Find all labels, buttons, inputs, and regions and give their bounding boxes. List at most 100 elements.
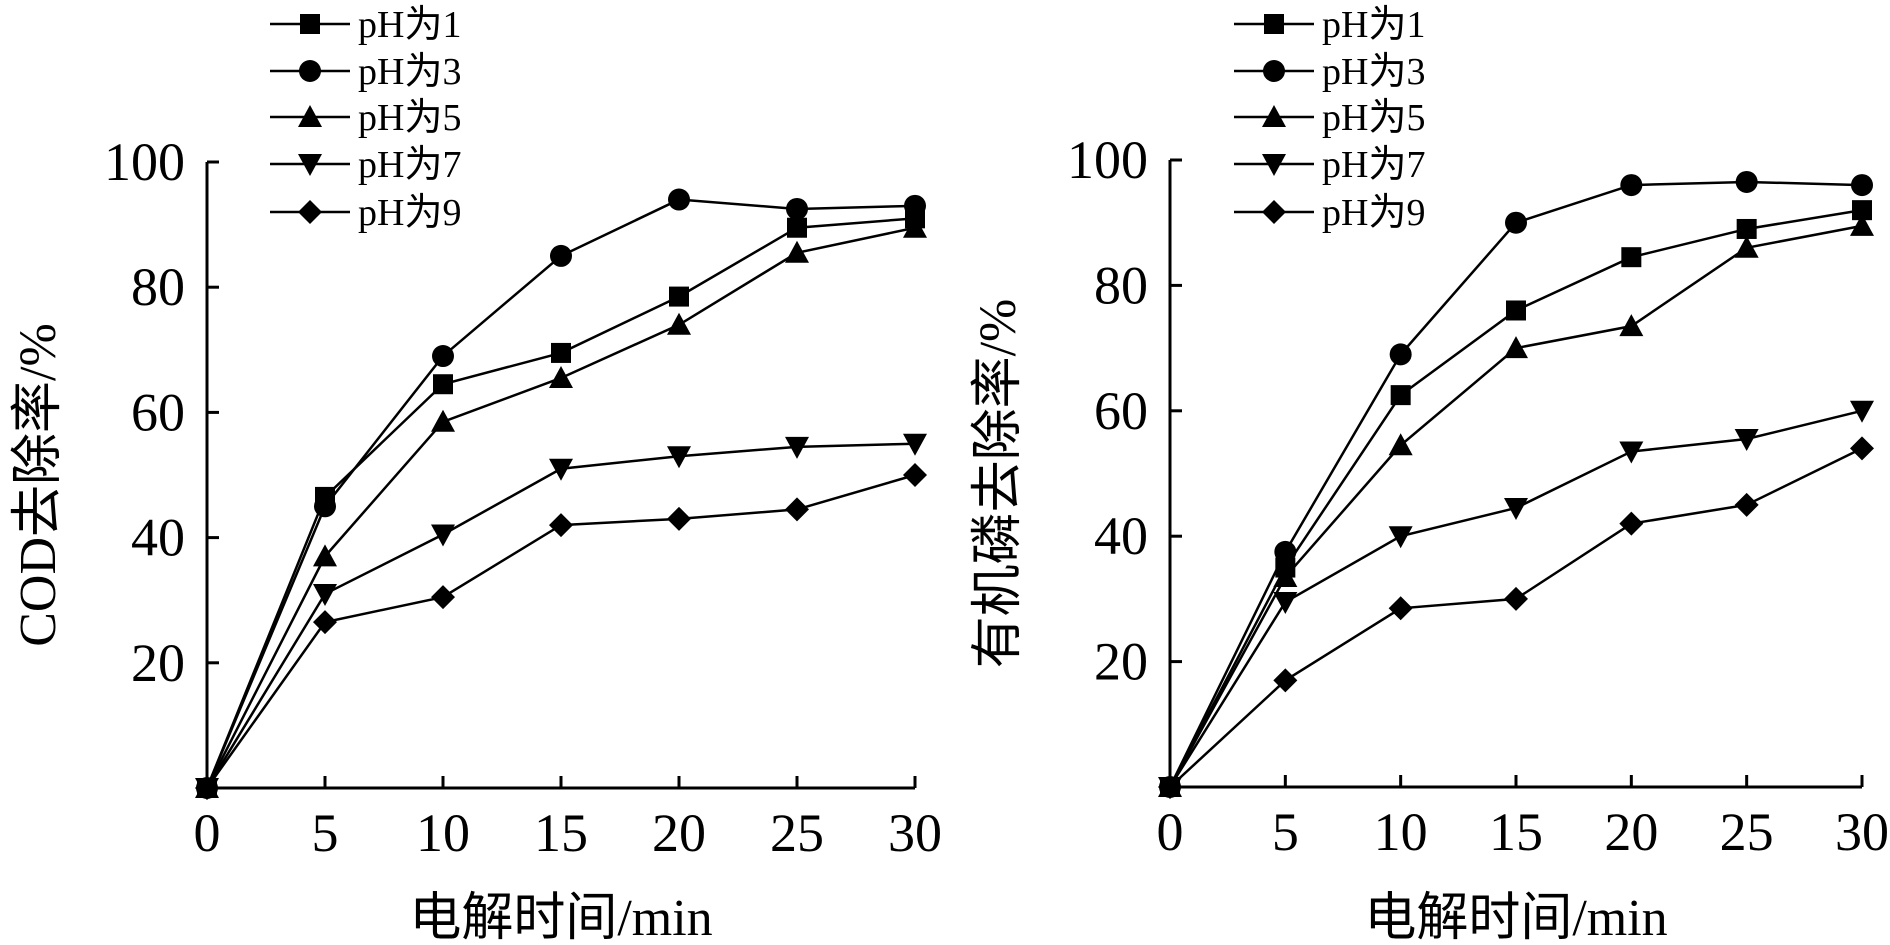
data-point xyxy=(903,433,927,456)
data-point xyxy=(1273,592,1298,615)
data-point xyxy=(1621,247,1642,268)
legend-marker xyxy=(298,105,322,127)
legend-label: pH为9 xyxy=(358,192,461,234)
legend-item: pH为9 xyxy=(1234,192,1425,234)
legend-label: pH为7 xyxy=(358,144,461,186)
y-tick-label: 100 xyxy=(104,132,185,192)
data-point xyxy=(314,495,336,518)
series-line xyxy=(205,198,916,789)
data-point xyxy=(1734,492,1759,517)
y-tick-label: 80 xyxy=(131,257,185,317)
y-tick-label: 60 xyxy=(1094,381,1148,441)
x-tick-label: 0 xyxy=(1157,802,1184,862)
data-point xyxy=(1274,540,1297,563)
legend-item: pH为1 xyxy=(1234,4,1425,46)
x-tick-label: 20 xyxy=(1604,802,1658,862)
data-point xyxy=(1273,564,1298,587)
legend-marker xyxy=(300,14,320,34)
x-tick-label: 25 xyxy=(770,803,824,863)
data-point xyxy=(1389,343,1412,366)
data-point xyxy=(785,240,809,263)
legend-item: pH为5 xyxy=(1234,97,1425,139)
x-tick-label: 5 xyxy=(312,803,339,863)
data-point xyxy=(549,365,573,388)
data-point xyxy=(431,524,455,547)
data-point xyxy=(1273,668,1298,693)
data-point xyxy=(1850,400,1874,423)
x-axis-title: 电解时间/min xyxy=(1364,890,1667,945)
data-point xyxy=(433,374,453,395)
data-point xyxy=(432,345,454,368)
data-point xyxy=(667,312,691,335)
legend-item: pH为1 xyxy=(270,4,461,46)
data-point xyxy=(904,194,926,217)
legend-marker xyxy=(1264,14,1284,34)
data-point xyxy=(669,286,689,307)
series-3 xyxy=(1158,213,1874,797)
legend-item: pH为7 xyxy=(1234,144,1425,186)
data-point xyxy=(903,215,927,238)
series-line xyxy=(205,226,916,789)
data-point xyxy=(549,458,573,481)
legend-marker xyxy=(299,60,321,82)
data-point xyxy=(668,188,690,211)
x-tick-label: 20 xyxy=(652,803,706,863)
data-point xyxy=(785,436,809,459)
series-5 xyxy=(195,463,927,800)
x-tick-label: 15 xyxy=(1489,802,1543,862)
x-tick-label: 25 xyxy=(1720,802,1774,862)
series-5 xyxy=(1158,436,1874,799)
data-point xyxy=(1734,235,1759,258)
data-point xyxy=(431,409,455,432)
data-point xyxy=(1736,218,1757,239)
data-point xyxy=(667,446,691,469)
y-axis-title: COD去除率/% xyxy=(10,323,67,647)
data-point xyxy=(313,544,337,567)
data-point xyxy=(1620,174,1643,197)
data-point xyxy=(1504,336,1528,359)
x-tick-label: 0 xyxy=(194,803,221,863)
legend-marker xyxy=(1262,200,1286,224)
data-point xyxy=(195,776,219,800)
data-point xyxy=(1390,385,1411,406)
data-point xyxy=(1852,200,1872,221)
data-point xyxy=(313,583,337,606)
series-3 xyxy=(195,215,927,798)
legend-label: pH为3 xyxy=(1322,51,1425,93)
data-point xyxy=(786,197,808,220)
y-tick-label: 40 xyxy=(131,508,185,568)
y-tick-label: 100 xyxy=(1067,130,1148,190)
x-tick-label: 10 xyxy=(416,803,470,863)
data-point xyxy=(1619,441,1644,464)
chart-panel-2: 0 5 10 15 20 25 30 20 40 60 80 100 电解时间/min 有机磷去除率/% p… xyxy=(970,4,1889,945)
data-point xyxy=(1850,436,1874,461)
legend-label: pH为1 xyxy=(1322,4,1425,46)
legend-item: pH为3 xyxy=(1234,51,1425,93)
data-point xyxy=(787,217,807,238)
legend-label: pH为5 xyxy=(358,97,461,139)
data-point xyxy=(1850,213,1874,236)
legend-item: pH为9 xyxy=(270,192,461,234)
data-point xyxy=(1504,497,1528,520)
data-point xyxy=(1504,586,1528,611)
y-tick-label: 20 xyxy=(1094,632,1148,692)
legend-label: pH为3 xyxy=(358,51,461,93)
data-point xyxy=(1851,174,1873,197)
data-point xyxy=(1506,300,1526,321)
legend-label: pH为5 xyxy=(1322,97,1425,139)
legend-item: pH为5 xyxy=(270,97,461,139)
data-point xyxy=(1388,596,1413,621)
y-tick-label: 60 xyxy=(131,382,185,442)
legend-marker xyxy=(1262,105,1286,127)
data-point xyxy=(1388,433,1413,456)
series-2 xyxy=(196,188,926,799)
data-point xyxy=(1158,775,1182,799)
data-point xyxy=(1619,314,1644,337)
x-tick-label: 10 xyxy=(1374,802,1428,862)
legend-marker xyxy=(298,154,322,176)
data-point xyxy=(1388,526,1413,549)
series-line xyxy=(205,442,916,789)
